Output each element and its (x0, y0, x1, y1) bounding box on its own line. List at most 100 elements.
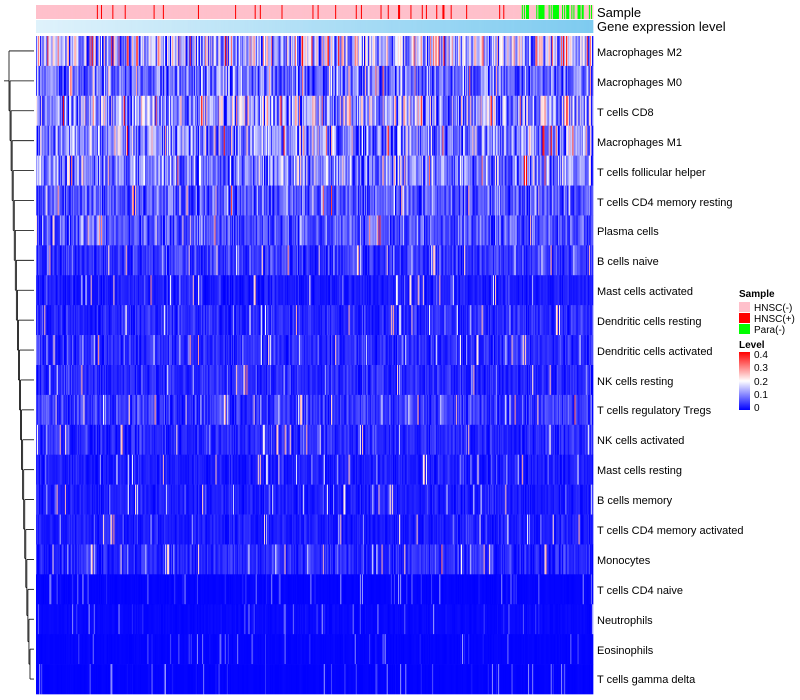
expression-annotation-cell (203, 20, 205, 33)
heatmap-cell (251, 36, 253, 67)
sample-annotation-cell (136, 5, 138, 19)
expression-annotation-cell (234, 20, 236, 33)
expression-annotation-cell (583, 20, 586, 33)
heatmap-cell (129, 65, 132, 97)
heatmap-cell (130, 65, 133, 97)
expression-annotation-cell (570, 20, 572, 33)
expression-annotation-cell (62, 20, 65, 33)
expression-annotation-cell (125, 20, 128, 33)
heatmap-cell (299, 36, 301, 67)
heatmap-cell (513, 36, 515, 67)
expression-annotation-cell (441, 20, 443, 33)
expression-annotation-cell (380, 20, 382, 33)
heatmap-cell (510, 36, 512, 67)
heatmap-cell (148, 65, 150, 97)
heatmap-cell (568, 36, 570, 67)
expression-annotation-cell (517, 20, 520, 33)
sample-annotation-cell (137, 5, 139, 19)
sample-annotation-cell (307, 5, 309, 19)
expression-annotation-cell (430, 20, 432, 33)
expression-annotation-cell (438, 20, 440, 33)
heatmap-cell (253, 36, 256, 67)
heatmap-cell (294, 65, 297, 97)
expression-annotation-cell (513, 20, 515, 33)
heatmap-cell (290, 65, 293, 97)
heatmap-cell (107, 65, 109, 97)
sample-annotation-cell (75, 5, 77, 19)
sample-annotation-cell (331, 5, 333, 19)
heatmap-cell (248, 36, 250, 67)
heatmap-cell (580, 36, 582, 67)
expression-annotation-cell (309, 20, 311, 33)
expression-annotation-cell (497, 20, 499, 33)
heatmap-cell (98, 65, 101, 97)
heatmap-cell (152, 36, 154, 67)
heatmap-cell (120, 36, 122, 67)
heatmap-cell (311, 65, 313, 97)
heatmap-cell (49, 36, 51, 67)
heatmap-cell (241, 36, 243, 67)
expression-annotation-cell (564, 20, 566, 33)
heatmap-cell (123, 36, 126, 67)
expression-annotation-cell (490, 20, 493, 33)
heatmap-cell (55, 65, 57, 97)
sample-annotation-cell (352, 5, 355, 19)
expression-annotation-cell (69, 20, 71, 33)
sample-annotation-cell (413, 5, 415, 19)
sample-annotation-cell (327, 5, 330, 19)
sample-annotation-cell (116, 5, 118, 19)
sample-annotation-cell (388, 5, 391, 19)
sample-annotation-cell (458, 5, 461, 19)
sample-annotation-cell (161, 5, 164, 19)
expression-annotation-cell (210, 20, 212, 33)
sample-annotation-cell (78, 5, 80, 19)
heatmap-cell (287, 65, 290, 97)
expression-annotation-cell (420, 20, 423, 33)
heatmap-cell (261, 36, 264, 67)
heatmap-cell (129, 36, 132, 67)
heatmap-cell (426, 36, 429, 67)
sample-annotation-cell (419, 5, 422, 19)
sample-annotation-cell (197, 5, 200, 19)
heatmap-cell (317, 36, 319, 67)
heatmap-row (36, 125, 594, 156)
heatmap-cell (51, 65, 53, 97)
heatmap-cell (160, 65, 163, 97)
heatmap-cell (465, 36, 467, 67)
expression-annotation-cell (499, 20, 501, 33)
heatmap-cell (143, 65, 145, 97)
expression-annotation-cell (362, 20, 365, 33)
expression-annotation-cell (405, 20, 407, 33)
expression-annotation-cell (163, 20, 166, 33)
heatmap-cell (325, 65, 328, 97)
heatmap-cell (179, 36, 181, 67)
expression-annotation-cell (122, 20, 125, 33)
expression-annotation-cell (216, 20, 218, 33)
heatmap-cell (430, 36, 432, 67)
heatmap-cell (51, 36, 53, 67)
heatmap-cell (73, 65, 75, 97)
expression-annotation-cell (74, 20, 76, 33)
heatmap-cell (579, 36, 581, 67)
heatmap-cell (125, 65, 128, 97)
heatmap-cell (310, 65, 312, 97)
sample-annotation-cell (275, 5, 277, 19)
expression-annotation-cell (546, 20, 548, 33)
heatmap-cell (369, 36, 371, 67)
sample-annotation-cell (274, 5, 276, 19)
sample-annotation-cell (216, 5, 218, 19)
expression-annotation-cell (586, 20, 589, 33)
heatmap-cell (274, 36, 276, 67)
expression-annotation-cell (466, 20, 468, 33)
sample-annotation-cell (345, 5, 347, 19)
heatmap-cell (354, 65, 357, 97)
expression-annotation-cell (574, 20, 576, 33)
sample-annotation-cell (306, 5, 308, 19)
expression-annotation-cell (66, 20, 69, 33)
heatmap-cell (117, 36, 119, 67)
heatmap-cell (567, 36, 569, 67)
heatmap-cell (60, 36, 63, 67)
sample-annotation-cell (43, 5, 45, 19)
expression-annotation-cell (227, 20, 230, 33)
heatmap-cell (447, 36, 449, 67)
